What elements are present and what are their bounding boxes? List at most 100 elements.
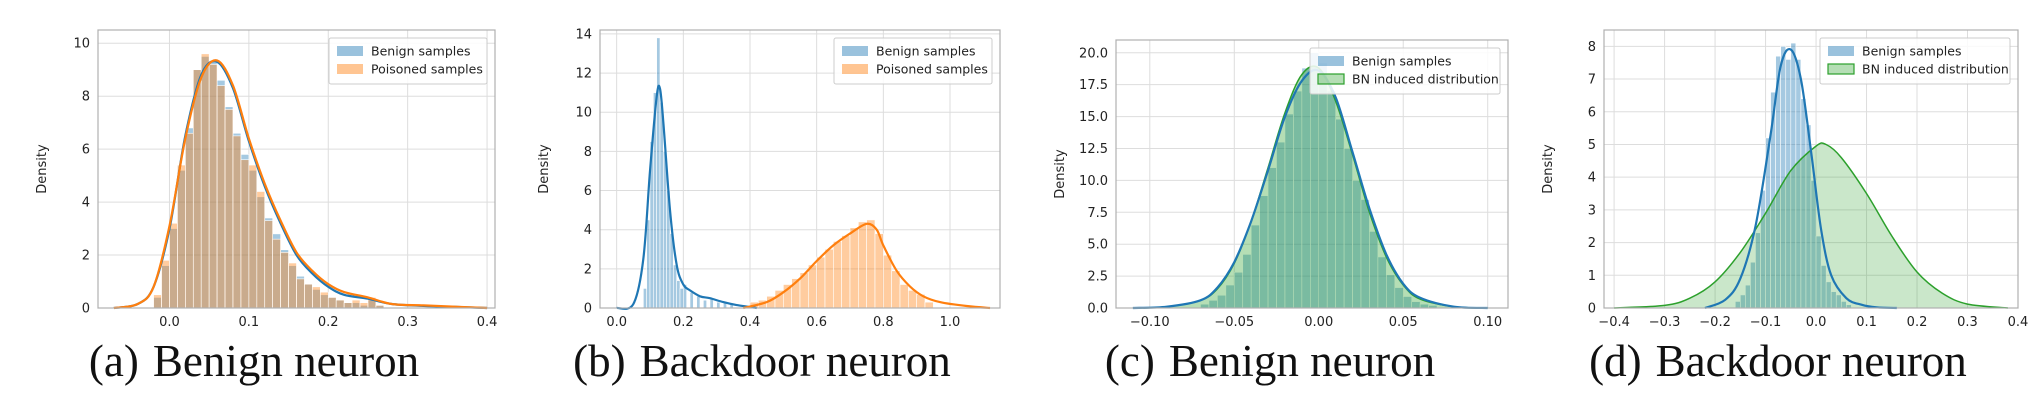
y-tick-label: 0.0 — [1087, 302, 1108, 317]
histogram-bar — [679, 288, 684, 309]
histogram-bar — [899, 284, 909, 309]
legend: Benign samples BN induced distribution — [1309, 47, 1501, 95]
legend-swatch — [1828, 46, 1854, 56]
x-tick-label: 0.3 — [397, 315, 418, 330]
x-tick-label: 0.3 — [1957, 315, 1978, 330]
kde-curve — [113, 59, 488, 310]
legend-label: Benign samples — [876, 44, 975, 59]
y-axis-label: Density — [537, 144, 552, 194]
x-tick-label: 0.1 — [239, 315, 260, 330]
y-tick-label: 20.0 — [1079, 46, 1108, 61]
histogram-bar — [676, 280, 681, 309]
legend: Benign samples BN induced distribution — [1819, 37, 2011, 85]
legend-swatch — [1827, 63, 1855, 75]
histogram-bar — [177, 164, 186, 309]
legend-box — [328, 37, 488, 85]
caption-b-text: Backdoor neuron — [639, 336, 951, 386]
x-tick-label: 0.2 — [318, 315, 339, 330]
histogram-bar — [327, 297, 337, 309]
legend-swatch — [337, 46, 363, 56]
legend: Benign samples Poisoned samples — [833, 37, 993, 85]
y-axis-label: Density — [35, 144, 50, 194]
histogram-bar — [296, 278, 305, 309]
y-tick-label: 17.5 — [1079, 78, 1108, 93]
histogram-bar — [716, 301, 721, 309]
y-tick-label: 0 — [82, 302, 90, 317]
y-tick-label: 4 — [82, 196, 90, 211]
plot-frame — [1115, 39, 1509, 309]
caption-a: (a) Benign neuron — [0, 335, 508, 387]
legend-label: BN induced distribution — [1352, 72, 1499, 87]
caption-b-label: (b) — [573, 336, 626, 386]
histogram-bar — [696, 295, 701, 309]
x-tick-label: 0.10 — [1473, 315, 1502, 330]
histogram-bar — [841, 235, 851, 309]
y-tick-label: 10.0 — [1079, 174, 1108, 189]
y-tick-label: 10 — [575, 106, 592, 121]
y-tick-label: 15.0 — [1079, 110, 1108, 125]
x-tick-label: −0.3 — [1649, 315, 1681, 330]
histogram-bar — [656, 37, 661, 309]
x-tick-label: −0.10 — [1130, 315, 1170, 330]
x-tick-label: 0.00 — [1304, 315, 1333, 330]
x-tick-label: 0.4 — [2008, 315, 2029, 330]
legend-label: BN induced distribution — [1862, 62, 2009, 77]
legend-label: Benign samples — [1862, 44, 1961, 59]
caption-c-text: Benign neuron — [1168, 336, 1436, 386]
panel-a: 0.0 0.1 0.2 0.3 0.4 0 2 4 6 8 10 Density Benign samp… — [0, 0, 508, 417]
x-tick-label: 0.0 — [606, 315, 627, 330]
plot-frame — [1603, 29, 2019, 309]
kde-curve — [1704, 47, 1897, 310]
legend-label: Poisoned samples — [876, 62, 988, 77]
histogram-bar — [200, 53, 210, 309]
y-tick-label: 6 — [584, 184, 592, 199]
histogram-bar — [808, 264, 817, 309]
caption-a-label: (a) — [88, 336, 139, 386]
histogram-bar — [908, 290, 917, 309]
legend-box — [1819, 37, 2011, 85]
histogram-bar — [849, 227, 859, 309]
y-tick-label: 2 — [584, 262, 592, 277]
x-tick-label: −0.4 — [1598, 315, 1630, 330]
histogram-bar — [659, 102, 664, 309]
histogram-bar — [891, 270, 901, 309]
plot-frame — [599, 29, 1001, 309]
histogram-bar — [224, 109, 234, 309]
caption-d: (d) Backdoor neuron — [1524, 335, 2032, 387]
y-tick-label: 10 — [73, 37, 90, 52]
chart-a: 0.0 0.1 0.2 0.3 0.4 0 2 4 6 8 10 Density Benign samp… — [35, 29, 497, 330]
histogram-bar — [216, 85, 226, 309]
histogram-bar — [866, 219, 876, 309]
y-tick-label: 12.5 — [1079, 142, 1108, 157]
y-tick-label: 0 — [584, 302, 592, 317]
y-axis-label: Density — [1541, 144, 1556, 194]
legend-swatch — [1317, 73, 1345, 85]
legend: Benign samples Poisoned samples — [328, 37, 488, 85]
histogram-bar — [280, 252, 289, 309]
x-tick-label: 0.4 — [740, 315, 761, 330]
x-tick-label: 0.2 — [673, 315, 694, 330]
y-tick-label: 4 — [1588, 171, 1596, 186]
y-tick-label: 5 — [1588, 138, 1596, 153]
chart-c: −0.10 −0.05 0.00 0.05 0.10 0.0 2.5 5.0 7.5 10.0 12… — [1053, 39, 1509, 330]
y-tick-label: 3 — [1588, 203, 1596, 218]
histogram-bar — [359, 302, 369, 309]
histogram-bar — [646, 219, 651, 309]
x-tick-label: 0.0 — [1806, 315, 1827, 330]
y-tick-label: 8 — [1588, 40, 1596, 55]
y-tick-label: 2 — [82, 249, 90, 264]
x-tick-label: 1.0 — [940, 315, 961, 330]
histogram-bar — [304, 283, 313, 309]
x-tick-label: −0.1 — [1750, 315, 1782, 330]
histogram-bar — [232, 135, 242, 309]
caption-b: (b) Backdoor neuron — [508, 335, 1016, 387]
x-tick-label: 0.6 — [806, 315, 827, 330]
y-tick-label: 12 — [575, 67, 592, 82]
y-tick-label: 2.5 — [1087, 270, 1108, 285]
y-tick-label: 4 — [584, 223, 592, 238]
x-tick-label: 0.2 — [1907, 315, 1928, 330]
histogram-bar — [153, 294, 162, 309]
x-tick-label: 0.8 — [873, 315, 894, 330]
x-tick-label: 0.05 — [1389, 315, 1418, 330]
histogram-bar — [240, 159, 250, 309]
